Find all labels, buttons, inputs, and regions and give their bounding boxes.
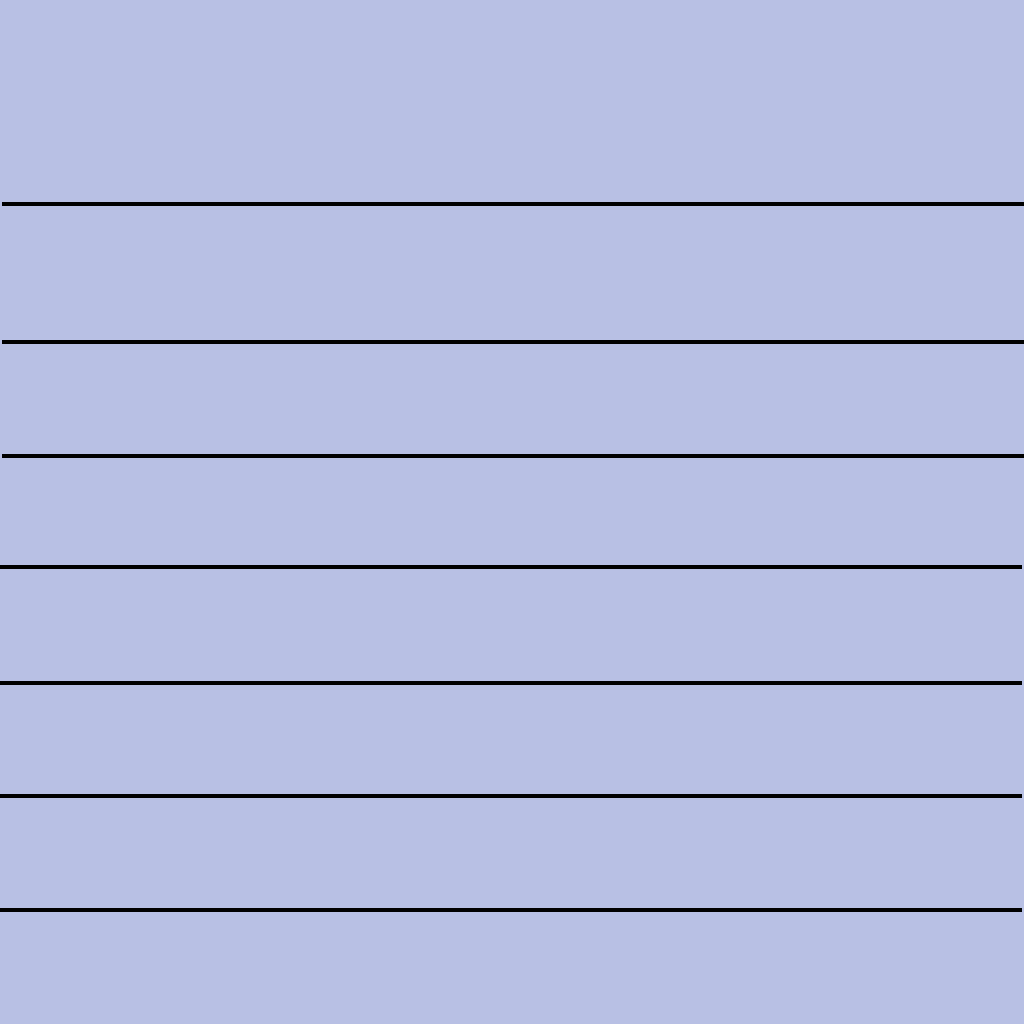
horizontal-rule-5: [0, 681, 1022, 685]
horizontal-rule-4: [0, 565, 1022, 569]
horizontal-rule-3: [2, 454, 1024, 458]
horizontal-rule-1: [2, 202, 1024, 206]
horizontal-rule-2: [2, 340, 1024, 344]
horizontal-rule-7: [0, 908, 1022, 912]
horizontal-rule-6: [0, 794, 1022, 798]
